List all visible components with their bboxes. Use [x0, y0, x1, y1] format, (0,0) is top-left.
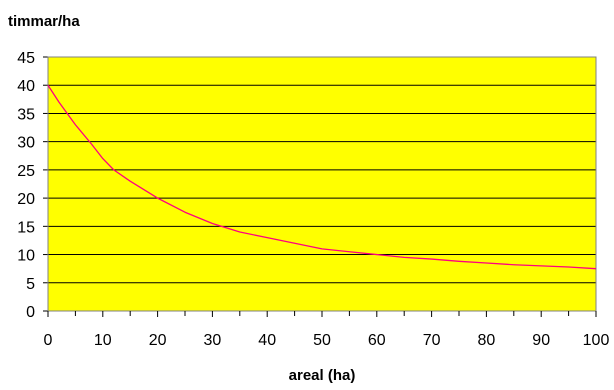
x-axis-label: areal (ha) — [289, 367, 356, 384]
x-tick-label: 50 — [313, 332, 331, 349]
y-tick-label: 30 — [17, 135, 35, 152]
y-tick-label: 0 — [26, 304, 35, 321]
y-tick-label: 20 — [17, 191, 35, 208]
y-axis-label: timmar/ha — [8, 13, 80, 30]
x-tick-label: 30 — [204, 332, 222, 349]
series-layer — [47, 84, 597, 270]
tick-labels: 0 5 10 15 20 25 30 35 40 45 0 10 20 30 40 50 60 70 80 90 100 — [17, 50, 609, 349]
axes — [43, 56, 597, 317]
plot-area — [48, 57, 596, 311]
y-tick-label: 5 — [26, 276, 35, 293]
y-tick-label: 10 — [17, 248, 35, 265]
y-tick-label: 15 — [17, 219, 35, 236]
x-tick-label: 100 — [583, 332, 610, 349]
y-tick-label: 40 — [17, 78, 35, 95]
x-tick-label: 0 — [44, 332, 53, 349]
y-tick-label: 35 — [17, 106, 35, 123]
x-tick-label: 80 — [478, 332, 496, 349]
x-tick-label: 60 — [368, 332, 386, 349]
series-line-0 — [47, 84, 597, 270]
x-tick-label: 90 — [532, 332, 550, 349]
x-tick-label: 10 — [94, 332, 112, 349]
x-tick-label: 40 — [258, 332, 276, 349]
y-tick-label: 45 — [17, 50, 35, 67]
x-tick-label: 20 — [149, 332, 167, 349]
x-tick-label: 70 — [423, 332, 441, 349]
y-tick-label: 25 — [17, 163, 35, 180]
